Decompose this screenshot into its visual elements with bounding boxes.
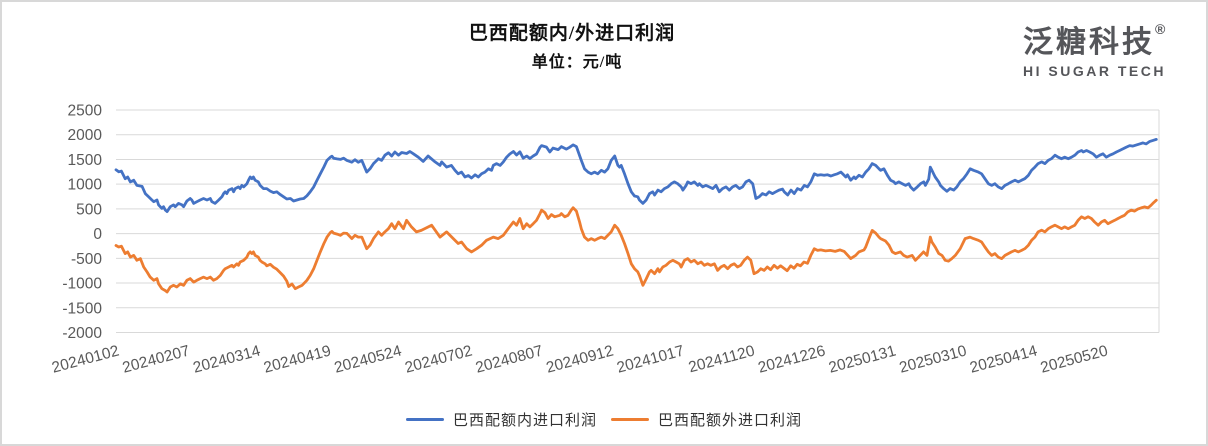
- y-axis-label: -2000: [62, 325, 102, 342]
- y-axis-label: -500: [71, 251, 102, 268]
- x-axis-label: 20250520: [1039, 342, 1110, 376]
- x-axis-label: 20241120: [687, 342, 757, 376]
- legend-item-quota-out: 巴西配额外进口利润: [611, 409, 802, 430]
- x-axis-label: 20241226: [756, 342, 827, 376]
- page-title: 巴西配额内/外进口利润: [468, 23, 676, 44]
- logo-tagline: HI SUGAR TECH: [1023, 63, 1166, 79]
- x-axis-label: 20240419: [262, 342, 333, 376]
- x-axis-label: 20240702: [403, 342, 474, 376]
- y-axis-label: 500: [76, 201, 102, 218]
- y-axis-label: 1500: [68, 152, 103, 169]
- logo-brand-text: 泛糖科技: [1023, 26, 1156, 59]
- x-axis-label: 20250414: [968, 342, 1039, 376]
- series-line-0: [114, 138, 1158, 213]
- x-axis-label: 20240102: [50, 342, 121, 376]
- y-axis-label: 2000: [68, 127, 103, 144]
- y-axis-label: -1500: [62, 300, 102, 317]
- y-axis-label: -1000: [62, 276, 102, 293]
- y-axis-label: 0: [93, 226, 102, 243]
- legend-label-quota-in: 巴西配额内进口利润: [452, 413, 597, 429]
- x-axis-label: 20250131: [827, 342, 898, 376]
- x-axis-label: 20240207: [121, 342, 192, 376]
- series-line-1: [114, 198, 1158, 294]
- x-axis-label: 20240807: [474, 342, 545, 376]
- quota-out-line-swatch: [611, 418, 649, 421]
- y-axis-label: 1000: [68, 177, 103, 194]
- y-axis-label: 2500: [68, 103, 103, 120]
- x-axis-label: 20250310: [897, 342, 968, 376]
- registered-trademark-icon: ®: [1155, 21, 1166, 37]
- legend-item-quota-in: 巴西配额内进口利润: [405, 409, 597, 430]
- x-axis-label: 20240314: [191, 342, 262, 376]
- x-axis-label: 20240912: [544, 342, 615, 376]
- quota-in-line-swatch: [405, 418, 444, 421]
- chart-legend: 巴西配额内进口利润 巴西配额外进口利润: [2, 409, 1206, 430]
- hi-sugar-tech-logo: 泛糖科技® HI SUGAR TECH: [1023, 22, 1166, 78]
- unit-subtitle: 单位：元/吨: [531, 54, 623, 71]
- legend-label-quota-out: 巴西配额外进口利润: [658, 413, 803, 429]
- x-axis-label: 20240524: [332, 342, 403, 376]
- x-axis-label: 20241017: [615, 342, 686, 376]
